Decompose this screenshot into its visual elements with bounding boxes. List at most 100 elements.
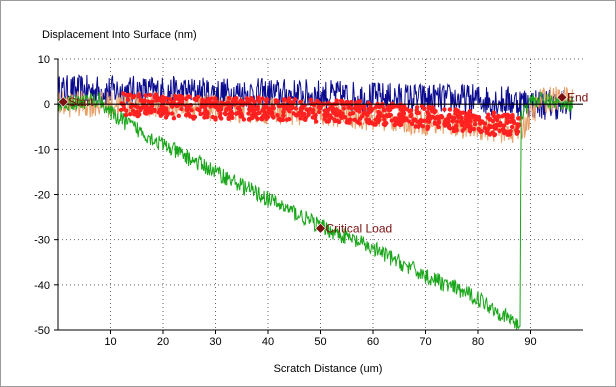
series-2-point — [125, 93, 130, 98]
series-2-point — [135, 105, 140, 110]
series-2-point — [188, 114, 193, 119]
series-2-point — [184, 96, 189, 102]
series-2-point — [230, 111, 235, 116]
series-2-point — [246, 117, 252, 122]
series-group — [57, 73, 573, 330]
series-2-point — [501, 130, 507, 136]
series-2-point — [300, 113, 306, 118]
series-2-point — [375, 119, 381, 125]
series-2-point — [317, 106, 322, 111]
series-2-point — [298, 99, 303, 105]
series-2-point — [203, 109, 208, 115]
series-2-point — [255, 116, 260, 122]
series-2-point — [130, 108, 136, 114]
series-2-point — [398, 122, 404, 127]
series-2-point — [381, 108, 386, 113]
series-2-point — [306, 112, 311, 117]
x-tick-label: 50 — [314, 336, 326, 348]
series-3-line — [57, 91, 573, 330]
series-2-point — [381, 114, 386, 119]
x-tick-label: 30 — [209, 336, 221, 348]
axes — [54, 58, 583, 334]
series-2-point — [282, 97, 287, 102]
series-2-point — [468, 126, 473, 131]
series-2-point — [234, 111, 239, 116]
series-2-point — [265, 112, 270, 118]
series-2-point — [367, 121, 372, 126]
series-2-point — [322, 112, 327, 117]
series-2-point — [142, 98, 148, 103]
series-2-point — [188, 102, 193, 108]
series-2-point — [334, 113, 339, 118]
series-2-point — [198, 111, 203, 117]
series-2-point — [173, 96, 178, 102]
series-2-point — [436, 124, 441, 130]
series-2-point — [179, 106, 184, 112]
series-2-point — [484, 129, 489, 134]
series-2-point — [457, 114, 463, 119]
series-2-point — [432, 121, 437, 126]
series-2-point — [287, 96, 292, 101]
series-2-point — [316, 109, 322, 115]
series-2-point — [376, 112, 381, 117]
y-tick-label: 0 — [44, 99, 50, 111]
series-2-point — [442, 122, 447, 127]
series-2-point — [260, 96, 265, 101]
series-2-point — [268, 111, 274, 116]
series-2-point — [337, 109, 342, 114]
series-2-point — [476, 126, 481, 131]
series-2-point — [238, 108, 243, 113]
series-2-point — [425, 110, 430, 115]
annotation-marker — [57, 96, 69, 108]
series-2-point — [447, 126, 453, 131]
series-2-point — [409, 112, 414, 118]
series-2-point — [496, 114, 501, 119]
series-2-point — [146, 106, 151, 111]
series-2-point — [298, 106, 303, 112]
series-2-point — [434, 115, 440, 121]
series-2-point — [264, 116, 269, 122]
series-2-point — [347, 104, 352, 109]
x-tick-label: 40 — [262, 336, 274, 348]
series-2-point — [345, 118, 350, 123]
series-2-point — [479, 129, 484, 134]
series-2-point — [251, 108, 257, 114]
series-2-point — [409, 121, 415, 127]
series-2-point — [514, 131, 520, 136]
series-2-point — [413, 124, 418, 129]
series-2-point — [138, 107, 143, 113]
series-2-point — [163, 110, 168, 115]
series-2-point — [436, 120, 442, 125]
y-tick-label: 10 — [38, 54, 50, 66]
series-2-point — [487, 124, 492, 130]
series-2-point — [167, 97, 173, 102]
series-2-point — [365, 112, 370, 118]
series-2-point — [357, 121, 362, 126]
series-2-point — [324, 119, 329, 124]
series-2-point — [397, 112, 402, 117]
series-2-point — [308, 106, 313, 112]
series-2-point — [255, 104, 260, 110]
series-2-point — [429, 107, 434, 112]
series-2-point — [515, 125, 520, 130]
series-2-point — [364, 117, 369, 122]
series-2-point — [332, 109, 337, 115]
series-2-point — [287, 116, 292, 122]
series-2-point — [121, 91, 126, 96]
series-2-point — [252, 99, 257, 105]
series-2-point — [403, 117, 408, 123]
series-2-point — [213, 96, 218, 101]
series-2-point — [160, 96, 165, 102]
series-2-point — [256, 97, 261, 102]
series-2-point — [404, 107, 410, 112]
series-2-point — [287, 109, 292, 114]
annotation-marker — [556, 91, 568, 103]
series-2-point — [169, 111, 175, 116]
y-tick-label: -50 — [34, 325, 50, 337]
series-2-point — [342, 115, 348, 120]
series-2-point — [417, 122, 423, 127]
x-tick-label: 60 — [367, 336, 379, 348]
series-2-point — [187, 106, 192, 112]
